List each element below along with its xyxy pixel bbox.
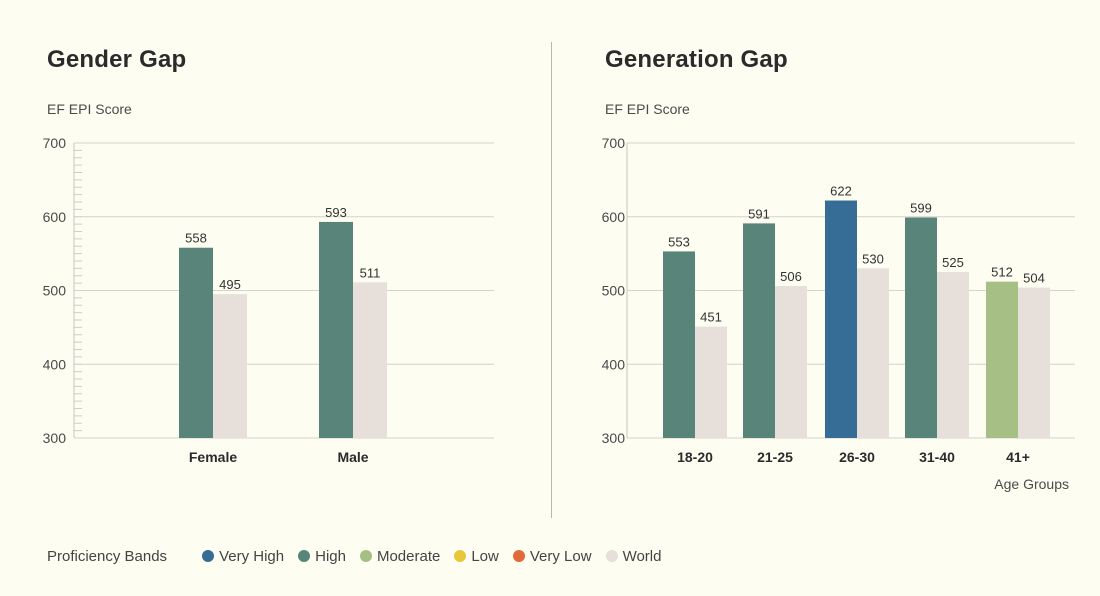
legend-dot-icon <box>359 550 372 562</box>
legend-label: Very High <box>219 547 285 565</box>
legend-dot-icon <box>298 550 311 562</box>
x-tick-label: Female <box>189 449 237 465</box>
generation-gap-chart: 300 400 500 600 700 553 451 18-20 591 506 21-25 622… <box>602 135 1075 492</box>
gender-gap-panel: Gender Gap EF EPI Score 300 400 500 600 700 5… <box>0 0 550 530</box>
legend: Proficiency Bands Very High High Moderat… <box>47 545 675 567</box>
legend-dot-icon <box>202 550 215 562</box>
bar-high <box>905 217 937 438</box>
data-label: 599 <box>910 200 932 215</box>
legend-item-very-low: Very Low <box>512 547 592 565</box>
data-label: 622 <box>830 184 852 199</box>
legend-item-high: High <box>298 548 346 565</box>
x-tick-label: 26-30 <box>839 449 875 465</box>
bar-moderate <box>986 281 1018 438</box>
data-label: 558 <box>185 231 207 246</box>
bar-high <box>743 223 775 438</box>
y-tick-label: 700 <box>43 135 67 151</box>
y-tick-label: 600 <box>602 209 626 225</box>
bar-high <box>319 221 353 438</box>
y-tick-label: 400 <box>43 356 67 372</box>
generation-gap-panel: Generation Gap EF EPI Score 300 400 500 600… <box>553 0 1100 530</box>
legend-label: High <box>315 547 346 565</box>
bar-world <box>937 272 969 438</box>
legend-item-very-high: Very High <box>202 548 284 565</box>
panel-divider <box>551 42 552 518</box>
legend-item-low: Low <box>454 548 499 565</box>
data-label: 525 <box>942 255 964 270</box>
y-tick-label: 700 <box>602 135 626 151</box>
y-tick-label: 500 <box>43 283 67 299</box>
x-tick-label: 21-25 <box>757 449 793 465</box>
data-label: 593 <box>325 205 347 220</box>
gender-gap-chart: 300 400 500 600 700 558 495 Female 593 511 Male <box>43 135 494 465</box>
bar-very-high <box>825 200 857 438</box>
legend-dot-icon <box>454 550 467 562</box>
legend-dot-icon <box>512 550 525 562</box>
x-tick-label: 18-20 <box>677 449 713 465</box>
bar-high <box>663 251 695 438</box>
legend-label: Moderate <box>376 547 441 565</box>
y-axis-label: EF EPI Score <box>605 101 690 117</box>
data-label: 504 <box>1023 271 1045 286</box>
data-label: 591 <box>748 206 770 221</box>
x-tick-label: 41+ <box>1006 449 1030 465</box>
data-label: 553 <box>668 234 690 249</box>
chart-title: Gender Gap <box>47 46 187 73</box>
data-label: 530 <box>862 251 884 266</box>
data-label: 506 <box>780 269 802 284</box>
y-tick-label: 300 <box>602 430 626 446</box>
y-tick-label: 500 <box>602 283 626 299</box>
legend-item-world: World <box>605 547 662 565</box>
x-axis-label: Age Groups <box>994 476 1069 492</box>
legend-label: World <box>622 547 662 565</box>
bar-world <box>775 286 807 438</box>
bar-world <box>695 326 727 438</box>
data-label: 512 <box>991 265 1013 280</box>
bar-world <box>1018 287 1050 438</box>
y-tick-label: 400 <box>602 356 626 372</box>
bar-world <box>353 282 387 438</box>
legend-label: Low <box>471 547 499 565</box>
data-label: 511 <box>360 265 381 280</box>
data-label: 495 <box>219 277 241 292</box>
legend-title: Proficiency Bands <box>47 547 168 565</box>
legend-dot-icon <box>605 550 618 562</box>
legend-item-moderate: Moderate <box>359 547 441 565</box>
x-tick-label: Male <box>337 449 368 465</box>
chart-title: Generation Gap <box>605 46 788 73</box>
bar-world <box>213 294 247 438</box>
y-tick-label: 300 <box>43 430 67 446</box>
bar-world <box>857 268 889 438</box>
legend-label: Very Low <box>529 547 592 565</box>
bar-high <box>179 247 213 438</box>
data-label: 451 <box>700 310 722 325</box>
x-tick-label: 31-40 <box>919 449 955 465</box>
y-tick-label: 600 <box>43 209 67 225</box>
y-axis-label: EF EPI Score <box>47 101 132 117</box>
